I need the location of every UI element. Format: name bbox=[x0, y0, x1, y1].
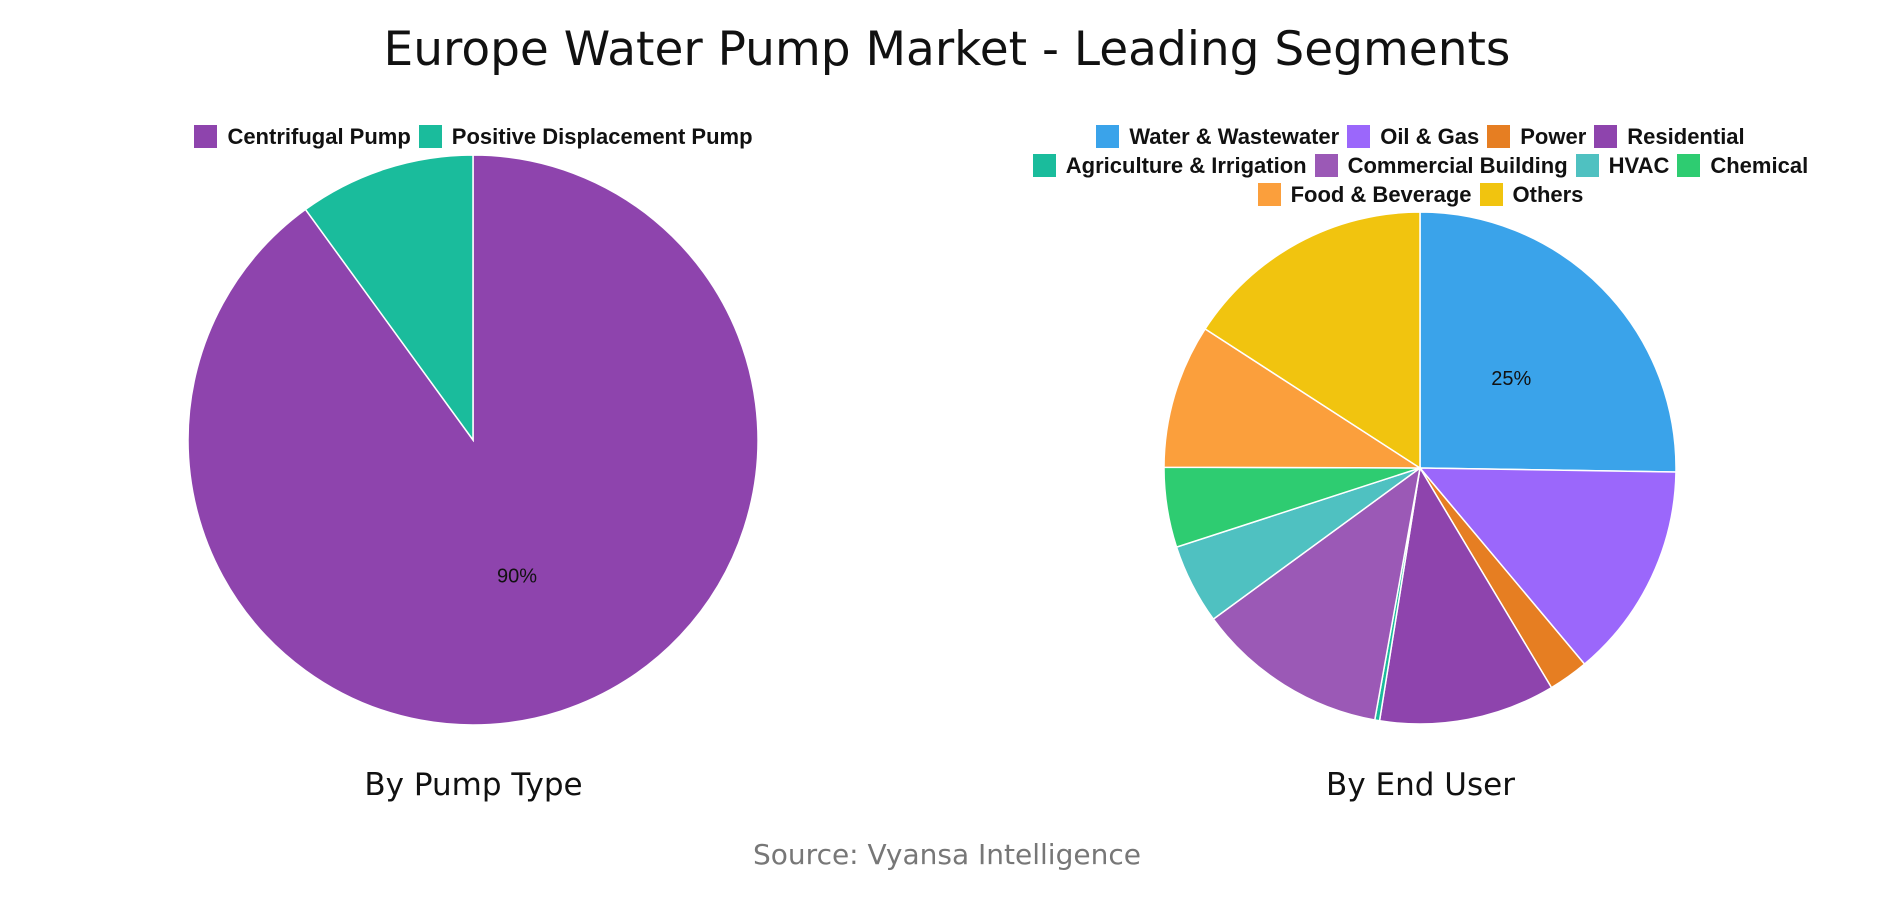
data-label-water-and-wastewater: 25% bbox=[1491, 368, 1531, 390]
pie-slice-food-and-beverage[interactable] bbox=[1163, 327, 1423, 469]
pie-slice-water-and-wastewater[interactable] bbox=[1419, 211, 1677, 473]
legend-swatch bbox=[1487, 125, 1511, 148]
legend-item-chemical[interactable]: Chemical bbox=[1677, 154, 1808, 177]
legend-item-positive-displacement-pump[interactable]: Positive Displacement Pump bbox=[418, 124, 753, 149]
legend-swatch bbox=[1594, 125, 1618, 148]
pie-slice-residential[interactable] bbox=[1378, 465, 1553, 725]
legend-label: Centrifugal Pump bbox=[227, 124, 411, 149]
legend-label: Food & Beverage bbox=[1290, 182, 1472, 207]
legend-item-oil-and-gas[interactable]: Oil & Gas bbox=[1347, 125, 1479, 148]
legend-label: Residential bbox=[1627, 124, 1745, 149]
legend-swatch bbox=[194, 125, 218, 148]
data-label-centrifugal-pump: 90% bbox=[497, 566, 537, 588]
pump-type-pie-chart: 90% bbox=[187, 154, 759, 726]
legend-label: Power bbox=[1520, 124, 1587, 149]
legend-swatch bbox=[418, 125, 442, 148]
legend-swatch bbox=[1347, 125, 1371, 148]
legend-swatch bbox=[1575, 154, 1599, 177]
legend-label: Water & Wastewater bbox=[1129, 124, 1340, 149]
legend-item-power[interactable]: Power bbox=[1487, 125, 1586, 148]
end-user-pie-chart: 25% bbox=[1163, 211, 1677, 725]
end-user-panel: Water & Wastewater Oil & Gas Power Resident… bbox=[947, 110, 1894, 830]
pie-slice-commercial-building[interactable] bbox=[1212, 466, 1422, 721]
legend-item-food-and-beverage[interactable]: Food & Beverage bbox=[1257, 182, 1472, 207]
end-user-subtitle: By End User bbox=[1326, 767, 1515, 803]
legend-item-water-and-wastewater[interactable]: Water & Wastewater bbox=[1096, 125, 1339, 148]
legend-swatch bbox=[1032, 154, 1056, 177]
legend-swatch bbox=[1096, 125, 1120, 148]
legend-swatch bbox=[1257, 183, 1281, 206]
pie-slice-oil-and-gas[interactable] bbox=[1418, 467, 1677, 666]
legend-swatch bbox=[1677, 154, 1701, 177]
pump-type-panel: Centrifugal Pump Positive Displacement Pu… bbox=[0, 110, 947, 830]
legend-swatch bbox=[1314, 154, 1338, 177]
pump-type-legend: Centrifugal Pump Positive Displacement Pu… bbox=[0, 125, 947, 148]
legend-label: Agriculture & Irrigation bbox=[1065, 153, 1307, 178]
legend-item-agriculture-and-irrigation[interactable]: Agriculture & Irrigation bbox=[1032, 153, 1307, 178]
pump-type-subtitle: By Pump Type bbox=[364, 767, 583, 803]
legend-item-centrifugal-pump[interactable]: Centrifugal Pump bbox=[194, 124, 411, 149]
legend-label: Positive Displacement Pump bbox=[451, 124, 753, 149]
legend-swatch bbox=[1479, 183, 1503, 206]
legend-item-residential[interactable]: Residential bbox=[1594, 124, 1745, 149]
legend-label: HVAC bbox=[1608, 153, 1670, 178]
legend-item-hvac[interactable]: HVAC bbox=[1575, 153, 1670, 178]
pie-slice-positive-displacement-pump[interactable] bbox=[304, 154, 474, 443]
legend-label: Others bbox=[1512, 182, 1584, 207]
source-note: Source: Vyansa Intelligence bbox=[753, 838, 1141, 871]
legend-label: Oil & Gas bbox=[1380, 124, 1480, 149]
legend-label: Commercial Building bbox=[1347, 153, 1568, 178]
end-user-legend: Water & Wastewater Oil & Gas Power Resident… bbox=[1027, 125, 1814, 206]
legend-item-others[interactable]: Others bbox=[1479, 182, 1584, 207]
pie-slice-others[interactable] bbox=[1204, 211, 1421, 470]
legend-label: Chemical bbox=[1710, 153, 1809, 178]
chart-title: Europe Water Pump Market - Leading Segme… bbox=[383, 22, 1511, 77]
legend-item-commercial-building[interactable]: Commercial Building bbox=[1314, 153, 1568, 178]
